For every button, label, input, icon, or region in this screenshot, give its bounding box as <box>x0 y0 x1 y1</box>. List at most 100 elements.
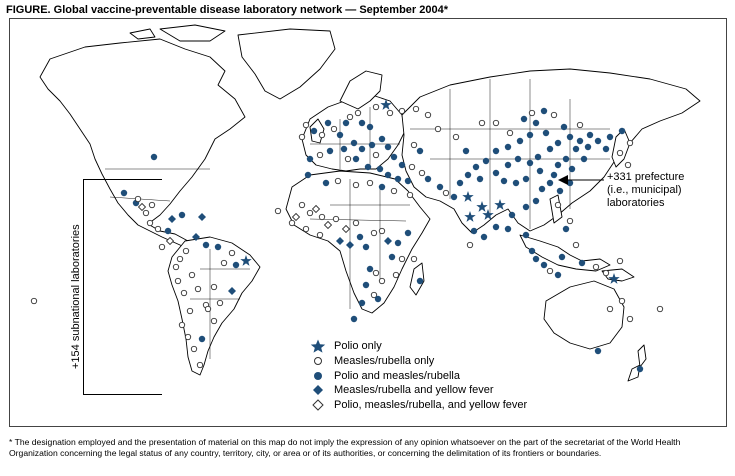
filled-circle-marker <box>362 281 370 289</box>
filled-circle-marker <box>366 123 374 131</box>
filled-circle-marker <box>304 171 312 179</box>
filled-circle-marker <box>476 175 484 183</box>
star-marker <box>240 255 252 266</box>
legend-label-polio-measles-rubella: Polio and measles/rubella <box>334 369 460 382</box>
filled-circle-marker <box>398 161 406 169</box>
open-circle-marker <box>274 207 282 215</box>
filled-circle-marker <box>636 365 644 373</box>
south-america-landmass <box>167 236 261 376</box>
open-circle-marker <box>424 111 432 119</box>
open-circle-marker <box>174 277 182 285</box>
filled-circle-marker <box>504 225 512 233</box>
open-circle-marker <box>478 119 486 127</box>
legend-label-polio-measles-rubella-yellow-fever: Polio, measles/rubella, and yellow fever <box>334 399 528 412</box>
filled-circle-marker <box>606 133 614 141</box>
open-circle-marker <box>434 125 442 133</box>
filled-circle-marker <box>522 175 530 183</box>
filled-circle-marker <box>512 179 520 187</box>
open-circle-marker <box>656 305 664 313</box>
filled-circle-marker <box>202 241 210 249</box>
filled-circle-marker <box>532 119 540 127</box>
filled-circle-marker <box>520 115 528 123</box>
open-circle-marker <box>592 263 600 271</box>
map-frame: +154 subnational laboratories +331 prefe… <box>9 18 727 427</box>
filled-circle-marker <box>456 179 464 187</box>
filled-circle-marker <box>504 161 512 169</box>
filled-circle-marker <box>340 145 348 153</box>
open-circle-marker <box>318 213 326 221</box>
filled-circle-marker <box>462 147 470 155</box>
filled-circle-marker <box>492 147 500 155</box>
open-circle-marker <box>196 361 204 369</box>
open-circle-marker <box>142 209 150 217</box>
filled-circle-marker <box>586 131 594 139</box>
open-circle-marker <box>352 219 360 227</box>
open-circle-marker <box>180 289 188 297</box>
open-circle-marker <box>572 241 580 249</box>
open-circle-marker <box>184 333 192 341</box>
filled-circle-marker <box>618 127 626 135</box>
open-circle-marker <box>318 131 326 139</box>
open-circle-marker <box>134 195 142 203</box>
filled-circle-marker <box>534 153 542 161</box>
open-circle-marker <box>410 255 418 263</box>
open-circle-marker <box>228 249 236 257</box>
star-marker <box>462 191 474 202</box>
filled-circle-marker <box>562 155 570 163</box>
filled-circle-marker <box>436 183 444 191</box>
filled-circle-marker <box>404 177 412 185</box>
open-circle-marker <box>406 191 414 199</box>
open-circle-marker <box>550 111 558 119</box>
filled-circle-marker <box>384 171 392 179</box>
filled-circle-marker <box>526 131 534 139</box>
filled-circle-marker <box>508 211 516 219</box>
filled-diamond-marker <box>336 237 344 245</box>
open-circle-marker <box>178 321 186 329</box>
open-circle-marker <box>506 129 514 137</box>
filled-circle-marker <box>562 225 570 233</box>
filled-circle-marker <box>540 107 548 115</box>
open-diamond-icon <box>312 399 324 411</box>
filled-circle-marker <box>554 139 562 147</box>
filled-circle-marker <box>580 155 588 163</box>
filled-circle-marker <box>546 145 554 153</box>
filled-circle-marker <box>336 131 344 139</box>
open-circle-marker <box>190 345 198 353</box>
open-circle-marker <box>288 219 296 227</box>
filled-circle-marker <box>540 261 548 269</box>
australia-landmass <box>543 280 625 350</box>
filled-circle-marker <box>536 167 544 175</box>
prefecture-line-3: laboratories <box>607 197 665 209</box>
figure-title: FIGURE. Global vaccine-preventable disea… <box>6 4 448 16</box>
open-circle-marker <box>366 179 374 187</box>
open-circle-marker <box>386 109 394 117</box>
prefecture-line-1: +331 prefecture <box>607 171 685 183</box>
filled-circle-marker <box>554 161 562 169</box>
open-circle-marker <box>30 297 38 305</box>
open-circle-marker <box>452 133 460 141</box>
open-circle-marker <box>626 139 634 147</box>
open-circle-marker <box>410 141 418 149</box>
open-circle-marker <box>344 155 352 163</box>
filled-circle-marker <box>416 147 424 155</box>
filled-diamond-marker <box>384 237 392 245</box>
filled-circle-marker <box>594 137 602 145</box>
open-circle-icon <box>314 357 322 366</box>
filled-circle-marker <box>556 187 564 195</box>
filled-circle-marker <box>482 157 490 165</box>
open-circle-marker <box>606 305 614 313</box>
open-circle-marker <box>418 169 426 177</box>
open-circle-marker <box>334 177 342 185</box>
filled-circle-marker <box>550 171 558 179</box>
open-circle-marker <box>352 181 360 189</box>
legend-item-measles-rubella-only: Measles/rubella only <box>310 354 527 369</box>
filled-circle-icon <box>314 371 322 380</box>
open-circle-marker <box>370 229 378 237</box>
open-circle-marker <box>220 259 228 267</box>
open-circle-marker <box>216 299 224 307</box>
legend-label-measles-rubella-only: Measles/rubella only <box>334 355 435 368</box>
open-diamond-marker <box>165 236 175 246</box>
open-circle-marker <box>442 189 450 197</box>
open-circle-marker <box>466 241 474 249</box>
open-circle-marker <box>624 161 632 169</box>
